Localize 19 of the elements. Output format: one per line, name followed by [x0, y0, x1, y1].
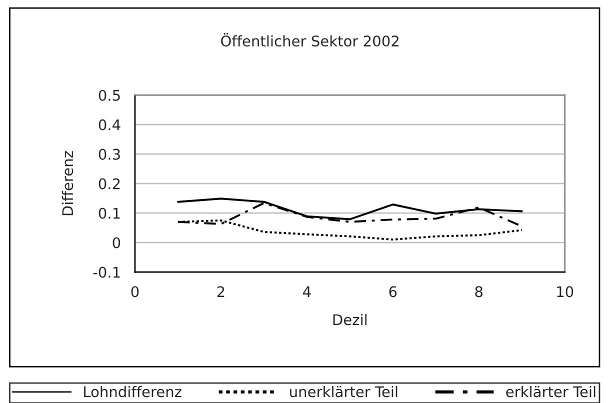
x-tick-label: 6	[389, 286, 397, 298]
x-axis-title: Dezil	[333, 314, 367, 326]
y-tick-label: 0.1	[98, 208, 120, 219]
x-tick-label: 4	[302, 286, 311, 297]
y-tick-label: 0	[112, 237, 120, 248]
x-tick-label: 2	[217, 286, 224, 297]
chart-title: Öffentlicher Sektor 2002	[221, 33, 398, 47]
y-tick-label: 0.2	[98, 178, 120, 190]
legend-label: unerklärter Teil	[290, 386, 398, 398]
y-tick-label: 0.3	[98, 148, 120, 160]
legend-label: erklärter Teil	[506, 386, 596, 398]
y-tick-label: -0.1	[93, 266, 120, 278]
y-tick-label: 0.5	[98, 90, 120, 101]
legend-label: Lohndifferenz	[84, 386, 182, 398]
y-axis-title: Differenz	[62, 151, 74, 216]
x-tick-label: 8	[475, 286, 482, 298]
x-tick-label: 10	[557, 286, 574, 298]
y-tick-label: 0.4	[98, 119, 120, 130]
x-tick-label: 0	[131, 286, 139, 298]
